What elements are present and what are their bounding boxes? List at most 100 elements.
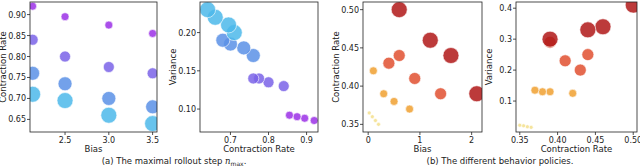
point: [469, 86, 482, 102]
figure: 2.53.03.50.650.700.750.800.850.90BiasCon…: [0, 0, 640, 168]
y-tick: [513, 8, 516, 9]
y-tick-label: 0.65: [8, 115, 26, 124]
point: [559, 55, 571, 67]
y-tick-label: 0.90: [8, 11, 26, 20]
y-tick-label: 0.85: [8, 32, 26, 41]
point: [580, 22, 596, 38]
plot-area: [518, 2, 637, 129]
caption-label: (a): [102, 156, 117, 166]
point: [145, 116, 157, 132]
y-tick-label: 0.1: [499, 97, 512, 106]
point: [58, 77, 72, 91]
x-tick-label: 3.5: [146, 136, 159, 145]
point: [574, 64, 586, 76]
point: [380, 90, 388, 98]
x-tick: [557, 132, 558, 135]
y-tick-label: 0.4: [499, 4, 512, 13]
y-tick: [27, 77, 30, 78]
point: [443, 48, 459, 64]
frame: [516, 2, 637, 132]
point: [370, 115, 374, 119]
point: [200, 2, 216, 18]
y-tick-label: 0.40: [341, 82, 359, 91]
y-tick-label: 0.10: [178, 105, 196, 114]
caption: (b) The different behavior policies.: [427, 156, 574, 166]
point: [383, 57, 395, 69]
x-tick-label: 0.9: [300, 136, 313, 145]
point: [237, 41, 251, 55]
point: [30, 2, 37, 10]
x-tick: [108, 132, 109, 135]
x-axis-label: Bias: [414, 144, 432, 154]
caption-label: (b): [427, 156, 442, 166]
point: [435, 88, 447, 100]
y-tick: [513, 39, 516, 40]
caption-text: The maximal rollout step: [115, 156, 225, 166]
point: [373, 119, 377, 123]
point: [61, 13, 69, 21]
x-tick: [268, 132, 269, 135]
x-tick: [306, 132, 307, 135]
point: [529, 125, 533, 129]
point: [406, 105, 414, 113]
y-tick: [360, 9, 363, 10]
x-axis-label: Contraction Rate: [541, 144, 613, 154]
x-tick-label: 0: [366, 136, 371, 145]
point: [390, 97, 398, 105]
y-tick: [513, 101, 516, 102]
y-tick: [27, 35, 30, 36]
point: [101, 107, 117, 123]
point: [522, 124, 526, 128]
point: [422, 32, 438, 48]
caption-text: The different behavior policies.: [440, 156, 573, 166]
point: [278, 81, 289, 92]
point: [518, 123, 522, 127]
plot-area: [367, 2, 482, 126]
x-tick-label: 0.35: [511, 136, 529, 145]
point: [147, 68, 157, 79]
y-tick-label: 0.2: [499, 66, 512, 75]
x-tick: [419, 132, 420, 135]
x-tick: [65, 132, 66, 135]
y-tick-label: 0.50: [341, 6, 359, 15]
x-axis-label: Bias: [85, 144, 103, 154]
y-tick-label: 0.3: [499, 35, 512, 44]
point: [102, 91, 116, 105]
point: [582, 49, 594, 61]
plot-area: [30, 2, 157, 131]
point: [409, 72, 421, 84]
point: [391, 2, 407, 18]
point: [569, 89, 577, 97]
point: [367, 111, 371, 115]
point: [105, 21, 113, 29]
point: [595, 19, 611, 35]
point: [531, 86, 539, 94]
point: [369, 67, 377, 75]
point: [301, 114, 309, 122]
point: [293, 113, 301, 121]
caption-sub: max: [231, 160, 245, 167]
y-tick-label: 0.75: [8, 73, 26, 82]
x-tick-label: 0.50: [624, 136, 640, 145]
y-tick: [27, 56, 30, 57]
x-tick: [633, 132, 634, 135]
x-tick: [230, 132, 231, 135]
y-axis-label: Contraction Rate: [0, 31, 8, 103]
x-tick: [471, 132, 472, 135]
y-tick: [360, 47, 363, 48]
point: [542, 31, 558, 47]
frame: [30, 2, 157, 132]
x-tick: [519, 132, 520, 135]
caption: (a) The maximal rollout step nmax.: [102, 156, 247, 167]
point: [248, 73, 259, 84]
y-tick: [27, 14, 30, 15]
point: [30, 34, 38, 45]
y-tick: [197, 70, 200, 71]
point: [525, 125, 529, 129]
y-tick: [27, 119, 30, 120]
y-tick-label: 0.20: [178, 29, 196, 38]
x-axis-label: Contraction Rate: [223, 144, 295, 154]
point: [377, 122, 381, 126]
y-tick-label: 0.80: [8, 53, 26, 62]
y-axis-label: Variance: [168, 49, 178, 86]
